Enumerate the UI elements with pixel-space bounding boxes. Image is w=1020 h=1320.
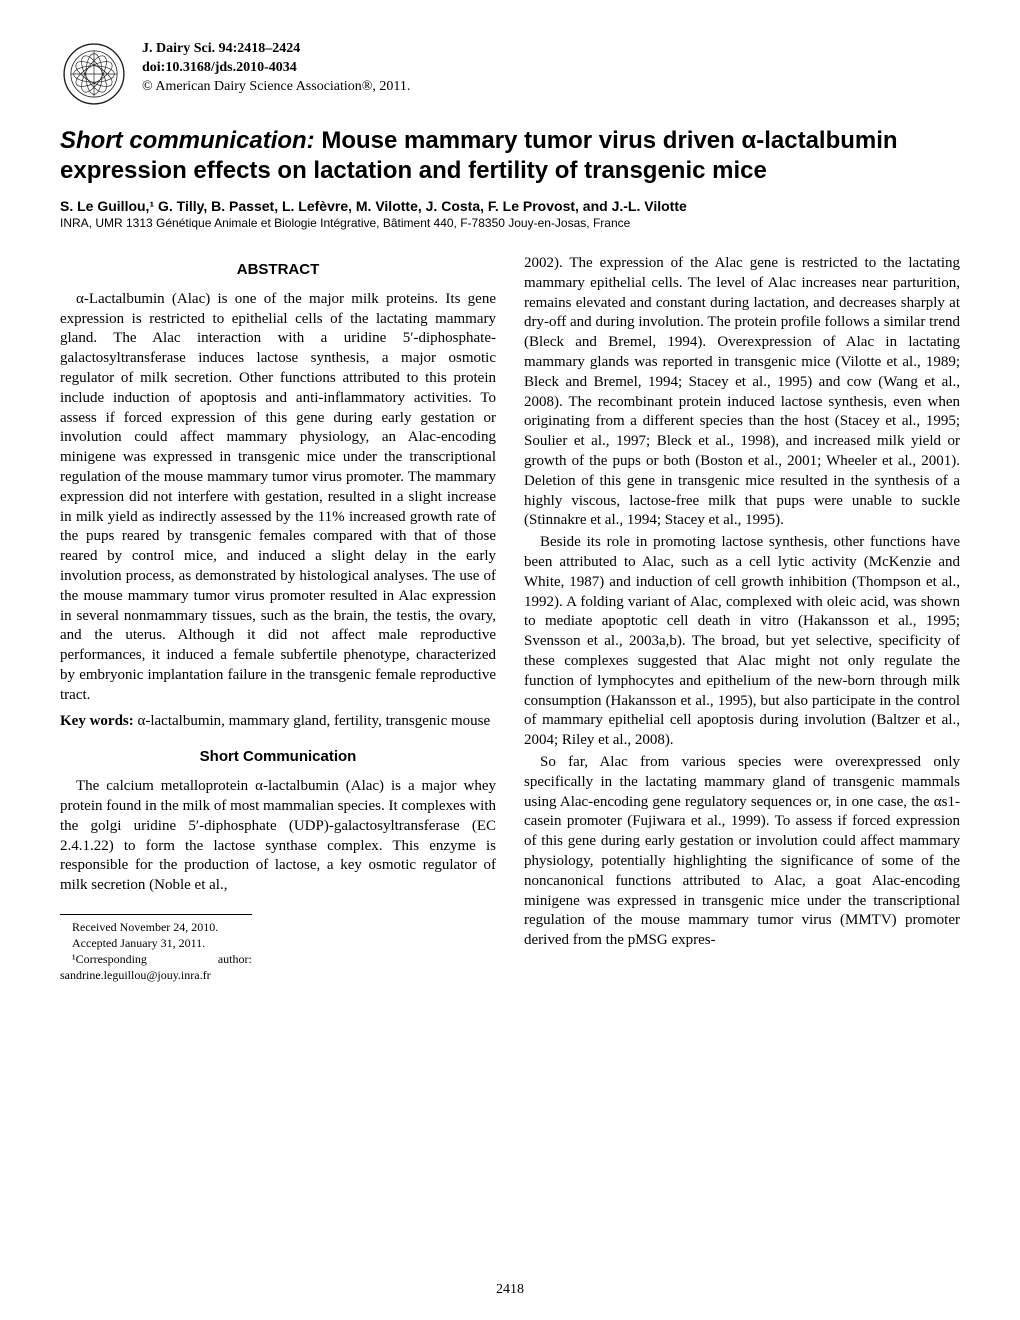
authors: S. Le Guillou,¹ G. Tilly, B. Passet, L. … — [60, 198, 960, 214]
abstract-paragraph: α-Lactalbumin (Alac) is one of the major… — [60, 290, 496, 706]
page-number: 2418 — [0, 1282, 1020, 1298]
footnotes-block: Received November 24, 2010. Accepted Jan… — [60, 914, 252, 984]
header-block: J. Dairy Sci. 94:2418–2424 doi:10.3168/j… — [60, 40, 960, 108]
copyright: © American Dairy Science Association®, 2… — [142, 78, 410, 97]
footnote-received: Received November 24, 2010. — [60, 919, 252, 935]
journal-citation: J. Dairy Sci. 94:2418–2424 — [142, 40, 410, 59]
two-column-body: ABSTRACT α-Lactalbumin (Alac) is one of … — [60, 254, 960, 984]
body-paragraph-1: The calcium metalloprotein α-lactalbumin… — [60, 777, 496, 896]
article-title: Short communication: Mouse mammary tumor… — [60, 126, 960, 186]
body-paragraph-4: So far, Alac from various species were o… — [524, 753, 960, 951]
journal-seal-icon — [60, 40, 128, 108]
affiliation: INRA, UMR 1313 Génétique Animale et Biol… — [60, 216, 960, 230]
title-prefix: Short communication: — [60, 127, 315, 154]
keywords-label: Key words: — [60, 713, 134, 729]
body-paragraph-3: Beside its role in promoting lactose syn… — [524, 533, 960, 751]
doi: doi:10.3168/jds.2010-4034 — [142, 59, 410, 78]
footnote-accepted: Accepted January 31, 2011. — [60, 935, 252, 951]
page-root: J. Dairy Sci. 94:2418–2424 doi:10.3168/j… — [0, 0, 1020, 1014]
keywords-text: α-lactalbumin, mammary gland, fertility,… — [134, 713, 490, 729]
body-paragraph-2: 2002). The expression of the Alac gene i… — [524, 254, 960, 531]
title-block: Short communication: Mouse mammary tumor… — [60, 126, 960, 230]
footnote-corresponding: ¹Corresponding author: sandrine.leguillo… — [60, 951, 252, 983]
keywords-line: Key words: α-lactalbumin, mammary gland,… — [60, 712, 496, 732]
abstract-heading: ABSTRACT — [60, 260, 496, 280]
short-communication-heading: Short Communication — [60, 747, 496, 767]
header-meta: J. Dairy Sci. 94:2418–2424 doi:10.3168/j… — [142, 40, 410, 97]
